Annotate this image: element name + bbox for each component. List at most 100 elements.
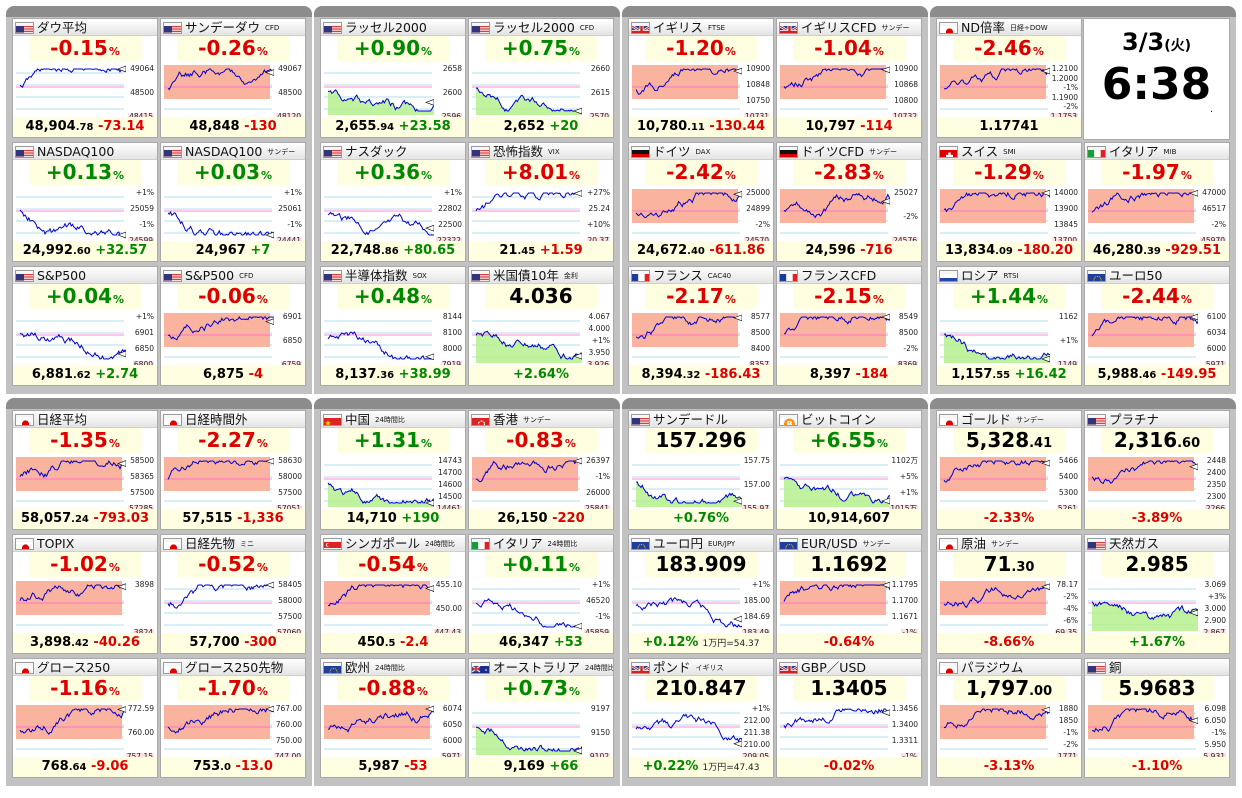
- price-chart[interactable]: +1%690168506800: [14, 311, 156, 369]
- price-chart[interactable]: 38983824: [14, 579, 156, 637]
- market-tile[interactable]: NASDAQ100 +0.13% +1%25059-1%24599 24,992…: [12, 142, 158, 262]
- market-tile[interactable]: TOPIX -1.02% 38983824 3,898.42 -40.26: [12, 534, 158, 654]
- price-chart[interactable]: +1%46520-1%45859: [470, 579, 612, 637]
- price-chart[interactable]: 266026152570: [470, 63, 612, 121]
- price-chart[interactable]: 26397-1%2600025841: [470, 455, 612, 513]
- price-chart[interactable]: 265826002596: [322, 63, 464, 121]
- market-tile[interactable]: ND倍率 日経÷DOW -2.46% 1.2100 1.2000 -1% 1.1900-…: [936, 18, 1082, 138]
- market-tile[interactable]: ユーロ50 -2.44% 6100603460005971 5,988.46 -…: [1084, 266, 1230, 386]
- current-price-marker: [1041, 189, 1050, 197]
- axis-label: 9197: [590, 704, 610, 713]
- market-tile[interactable]: B ビットコイン +6.55% 1102万+5%+1%1015万 10,914,…: [776, 410, 922, 530]
- price-chart[interactable]: 25027-2%24576: [778, 187, 920, 245]
- tile-header: プラチナ: [1085, 411, 1229, 428]
- market-tile[interactable]: プラチナ 2,316.60 24482400235023002266 -3.89…: [1084, 410, 1230, 530]
- price-chart[interactable]: 58405580005750057060: [162, 579, 304, 637]
- price-chart[interactable]: +1%228022250022322: [322, 187, 464, 245]
- price-chart[interactable]: 58630580005750057051: [162, 455, 304, 513]
- price-chart[interactable]: 10900108481075010731: [630, 63, 772, 121]
- price-chart[interactable]: 1162+1%1149: [938, 311, 1080, 369]
- price-chart[interactable]: 490644850048415: [14, 63, 156, 121]
- de-flag-icon: [631, 146, 650, 158]
- market-tile[interactable]: 日経平均 -1.35% 58500583655750057285 58,057.…: [12, 410, 158, 530]
- price-chart[interactable]: 5466540053005261: [938, 455, 1080, 513]
- price-chart[interactable]: 8577850084008357: [630, 311, 772, 369]
- price-chart[interactable]: 919791509102: [470, 703, 612, 761]
- market-tile[interactable]: ダウ平均 -0.15% 490644850048415 48,904.78 -7…: [12, 18, 158, 138]
- price-chart[interactable]: 10900108681080010732: [778, 63, 920, 121]
- price-chart[interactable]: 1102万+5%+1%1015万: [778, 455, 920, 513]
- price-chart[interactable]: 8144810080007919: [322, 311, 464, 369]
- price-chart[interactable]: 58500583655750057285: [14, 455, 156, 513]
- price-chart[interactable]: 6100603460005971: [1086, 311, 1228, 369]
- market-tile[interactable]: グロース250先物 -1.70% 767.00760.00750.00747.0…: [160, 658, 306, 778]
- price-chart[interactable]: 6074605060005971: [322, 703, 464, 761]
- price-chart[interactable]: 78.17-2%-4%-6%69.35: [938, 579, 1080, 637]
- market-tile[interactable]: S&P500 +0.04% +1%690168506800 6,881.62 +…: [12, 266, 158, 386]
- price-chart[interactable]: 24482400235023002266: [1086, 455, 1228, 513]
- axis-label: 6901: [134, 328, 154, 337]
- price-chart[interactable]: +1%25059-1%24599: [14, 187, 156, 245]
- price-chart[interactable]: +1%25061-1%24441: [162, 187, 304, 245]
- market-tile[interactable]: ラッセル2000 +0.90% 265826002596 2,655.94 +2…: [320, 18, 466, 138]
- price-chart[interactable]: 14000139001384513700: [938, 187, 1080, 245]
- price-chart[interactable]: 490674850048120: [162, 63, 304, 121]
- price-chart[interactable]: 690168506759: [162, 311, 304, 369]
- price-chart[interactable]: 1474314700146001450014461: [322, 455, 464, 513]
- axis-label: 57500: [278, 612, 302, 621]
- market-tile[interactable]: ナスダック +0.36% +1%228022250022322 22,748.8…: [320, 142, 466, 262]
- price-chart[interactable]: +27%25.24+10%20.37: [470, 187, 612, 245]
- market-tile[interactable]: 日経時間外 -2.27% 58630580005750057051 57,515…: [160, 410, 306, 530]
